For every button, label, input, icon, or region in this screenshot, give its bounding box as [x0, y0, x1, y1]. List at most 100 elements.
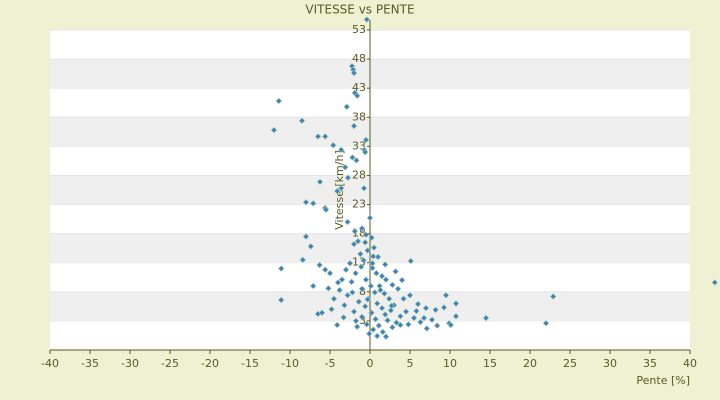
- point: [348, 278, 355, 286]
- point: [381, 290, 388, 297]
- point: [329, 141, 337, 149]
- x-tick-label: 25: [563, 357, 577, 370]
- point: [374, 253, 382, 261]
- point: [346, 260, 354, 267]
- point: [387, 307, 395, 314]
- point: [318, 309, 326, 317]
- point: [361, 239, 369, 246]
- point: [298, 117, 306, 125]
- point: [378, 304, 386, 312]
- point: [316, 178, 324, 186]
- point: [420, 314, 428, 322]
- point: [343, 103, 351, 111]
- x-tick-label: 10: [443, 357, 457, 370]
- point: [369, 264, 376, 272]
- point: [338, 276, 346, 283]
- point: [353, 92, 361, 99]
- point: [371, 289, 379, 296]
- point: [372, 315, 379, 323]
- point: [549, 293, 557, 300]
- point: [352, 269, 359, 277]
- point: [354, 237, 362, 245]
- point: [321, 133, 329, 140]
- x-tick-label: 5: [407, 357, 414, 370]
- point: [316, 261, 323, 269]
- point: [367, 282, 375, 290]
- point: [373, 332, 381, 340]
- point: [414, 300, 422, 308]
- point: [364, 296, 371, 303]
- point: [299, 256, 307, 264]
- point: [349, 289, 356, 296]
- point: [326, 269, 334, 277]
- point: [361, 303, 369, 310]
- point: [330, 295, 338, 303]
- point: [302, 233, 310, 240]
- y-tick-label: 53: [352, 23, 366, 36]
- y-axis-label: Vitesse [km/h]: [333, 150, 346, 230]
- point: [452, 300, 460, 307]
- point: [447, 321, 455, 329]
- point: [378, 272, 386, 280]
- y-tick-label: 48: [352, 52, 366, 65]
- point: [362, 276, 370, 283]
- x-tick-label: -5: [325, 357, 336, 370]
- point: [400, 295, 407, 303]
- point: [369, 253, 377, 260]
- point: [394, 285, 402, 293]
- point: [542, 319, 550, 327]
- point: [417, 318, 424, 326]
- point: [388, 302, 395, 310]
- point: [322, 206, 330, 214]
- x-axis-label: Pente [%]: [636, 374, 690, 387]
- point: [365, 330, 373, 337]
- point: [413, 307, 420, 315]
- point: [366, 214, 374, 222]
- point: [392, 268, 399, 275]
- x-tick-label: 20: [523, 357, 537, 370]
- point: [389, 281, 396, 289]
- point: [333, 187, 341, 195]
- point: [341, 301, 348, 309]
- point: [342, 266, 350, 273]
- point: [277, 265, 285, 272]
- point: [350, 308, 358, 315]
- point: [428, 316, 436, 323]
- point: [277, 296, 285, 304]
- x-tick-label: -20: [201, 357, 219, 370]
- point: [344, 292, 351, 299]
- point: [349, 154, 356, 161]
- point: [368, 234, 375, 241]
- y-tick-label: 23: [352, 198, 366, 211]
- point: [337, 146, 345, 154]
- point: [442, 292, 450, 299]
- point: [344, 174, 352, 182]
- x-tick-label: -35: [81, 357, 99, 370]
- point: [321, 266, 329, 273]
- point: [325, 285, 332, 292]
- point: [385, 295, 393, 303]
- point: [384, 317, 391, 324]
- point: [382, 276, 390, 283]
- point: [377, 286, 384, 294]
- x-tick-label: -30: [121, 357, 139, 370]
- point: [344, 218, 351, 226]
- point: [351, 228, 359, 235]
- point: [275, 97, 283, 105]
- point: [350, 240, 358, 248]
- x-tick-label: 35: [643, 357, 657, 370]
- point: [407, 257, 415, 265]
- point: [440, 304, 448, 311]
- y-tick-label: 38: [352, 110, 366, 123]
- y-tick-label: 28: [352, 168, 366, 181]
- point: [309, 282, 317, 290]
- point: [369, 326, 377, 333]
- point: [360, 185, 368, 192]
- x-tick-label: -10: [281, 357, 299, 370]
- point: [389, 324, 396, 331]
- point: [381, 311, 389, 318]
- point: [423, 325, 431, 332]
- point: [302, 198, 310, 206]
- point: [432, 306, 439, 314]
- chart-title: VITESSE vs PENTE: [305, 3, 414, 17]
